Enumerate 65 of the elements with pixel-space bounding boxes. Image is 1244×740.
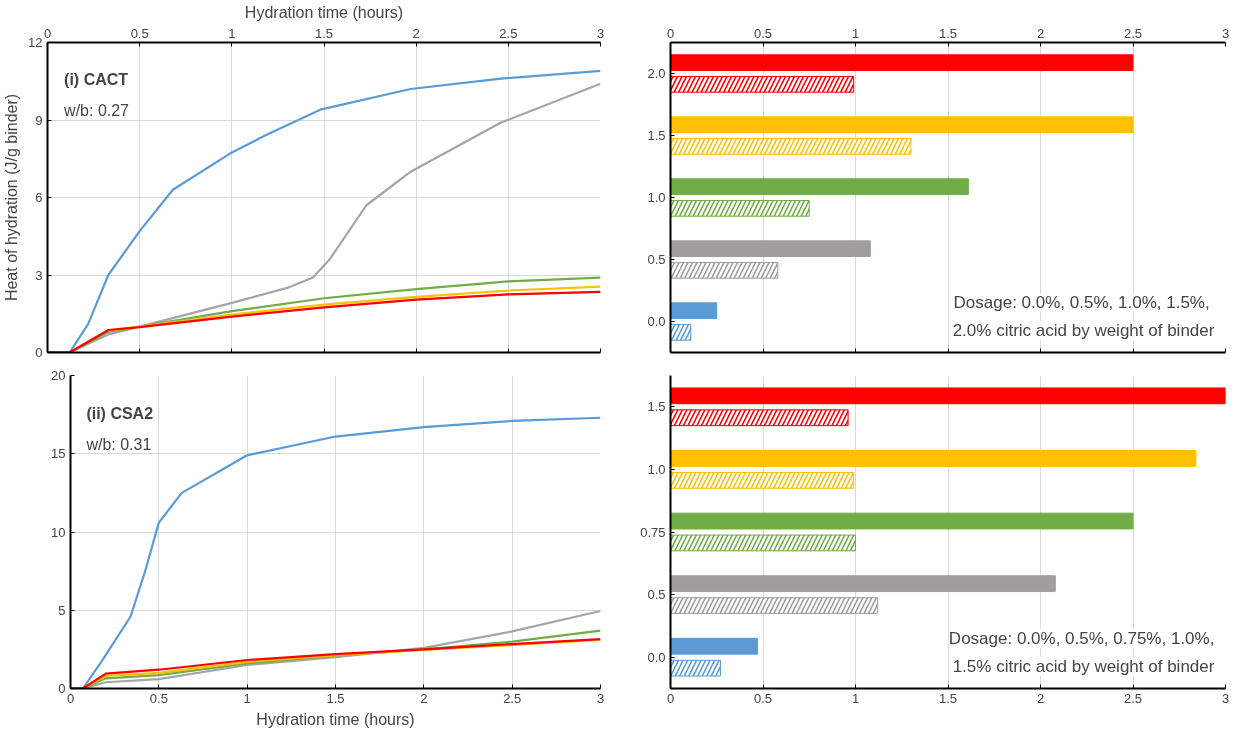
y-tick-label: 0.0 <box>647 314 666 329</box>
x-tick-label: 2.5 <box>1123 690 1143 706</box>
x-axis-title: Hydration time (hours) <box>256 710 415 728</box>
bar <box>670 387 1226 405</box>
x-tick-label: 1.5 <box>326 690 345 706</box>
y-tick-label: 1.0 <box>647 461 666 477</box>
x2-tick-label: 2 <box>1036 25 1045 41</box>
x2-axis-title: Hydration time (hours) <box>244 3 404 21</box>
x2-tick-label: 1.5 <box>314 25 334 41</box>
x-tick-label: 3 <box>1221 690 1230 706</box>
y-tick-label: 6 <box>35 190 43 205</box>
annotation: 2.0% citric acid by weight of binder <box>952 321 1215 341</box>
bar <box>670 54 1134 71</box>
y-tick-label: 20 <box>51 368 66 383</box>
x2-tick-label: 3 <box>596 25 605 41</box>
line-series <box>107 285 601 332</box>
annotation: (ii) CSA2 <box>86 404 154 422</box>
x2-tick-label: 2.5 <box>1123 25 1143 41</box>
y-axis-title: Heat of hydration (J/g binder) <box>3 93 21 302</box>
bar <box>670 637 758 655</box>
x-tick-label: 3 <box>596 690 605 706</box>
x-tick-label: 2 <box>420 690 428 706</box>
annotation: Dosage: 0.0%, 0.5%, 0.75%, 1.0%, <box>948 628 1215 648</box>
annotation: (i) CACT <box>64 71 129 89</box>
annotation: w/b: 0.27 <box>63 102 130 120</box>
y-tick-label: 0.5 <box>647 252 666 267</box>
y-tick-label: 2.0 <box>647 66 666 81</box>
y-tick-label: 5 <box>58 602 66 618</box>
y-tick-label: 3 <box>35 267 43 283</box>
y-tick-label: 15 <box>51 446 66 462</box>
bar <box>670 178 969 195</box>
y-tick-label: 9 <box>35 112 43 128</box>
bar <box>670 575 1056 593</box>
x2-tick-label: 1 <box>851 25 860 41</box>
x2-tick-label: 0.5 <box>753 25 773 41</box>
y-tick-label: 0.75 <box>640 524 666 540</box>
y-tick-label: 0.0 <box>647 649 666 665</box>
bar <box>670 450 1197 467</box>
x-tick-label: 2.5 <box>503 690 522 706</box>
y-tick-label: 12 <box>28 35 43 50</box>
x2-tick-label: 2 <box>412 25 420 41</box>
x2-tick-label: 3 <box>1221 25 1230 41</box>
x2-tick-label: 1.5 <box>938 25 958 41</box>
y-tick-label: 1.0 <box>647 190 666 205</box>
x-tick-label: 0.5 <box>149 690 168 706</box>
x-tick-label: 2 <box>1036 690 1045 706</box>
bar <box>670 116 1134 133</box>
y-tick-label: 1.5 <box>647 128 666 143</box>
y-tick-label: 1.5 <box>647 399 666 415</box>
x-tick-label: 1 <box>243 690 251 706</box>
bar <box>670 302 718 319</box>
y-tick-label: 0 <box>35 345 43 360</box>
annotation: 1.5% citric acid by weight of binder <box>952 657 1215 677</box>
x2-tick-label: 2.5 <box>499 25 518 41</box>
bar <box>670 240 871 257</box>
bar <box>670 512 1134 530</box>
annotation: w/b: 0.31 <box>85 435 152 453</box>
x-tick-label: 0.5 <box>753 690 773 706</box>
x2-tick-label: 0.5 <box>130 25 149 41</box>
annotation: Dosage: 0.0%, 0.5%, 1.0%, 1.5%, <box>953 293 1210 313</box>
y-tick-label: 10 <box>51 524 66 540</box>
x-tick-label: 1 <box>851 690 860 706</box>
y-tick-label: 0.5 <box>647 587 666 603</box>
x2-tick-label: 1 <box>228 25 236 41</box>
x-tick-label: 1.5 <box>938 690 958 706</box>
